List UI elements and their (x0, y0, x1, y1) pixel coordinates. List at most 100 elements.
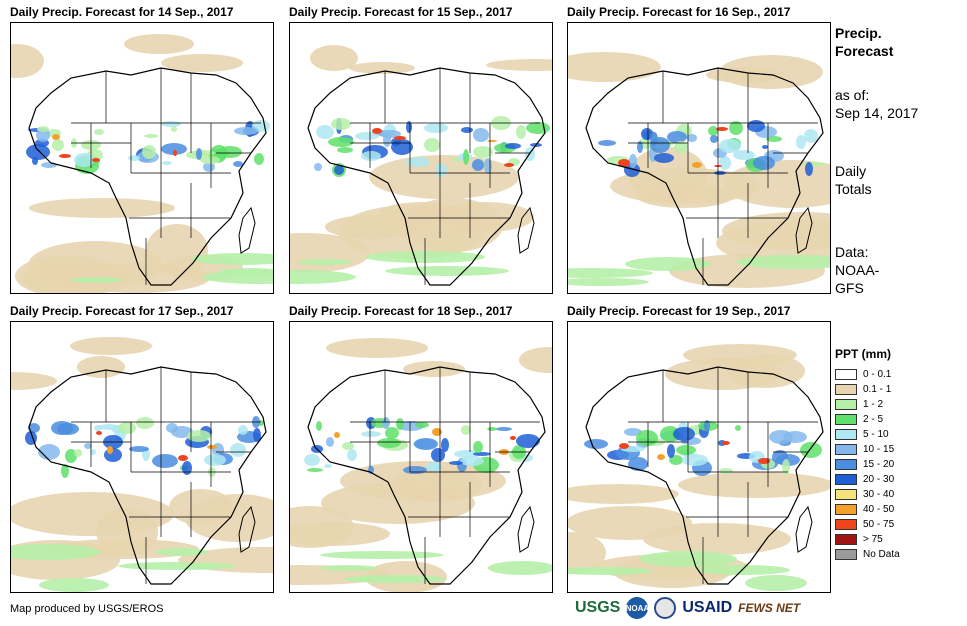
heavy-rain-cell (432, 428, 442, 436)
rain-cell (361, 151, 381, 161)
rain-cell (361, 431, 381, 437)
rain-cell (52, 139, 64, 151)
light-rain-area (683, 344, 797, 366)
legend-swatch (835, 474, 857, 485)
rain-cell (629, 154, 637, 168)
heavy-rain-cell (619, 443, 629, 449)
rain-cell (628, 457, 648, 471)
light-rain-area (161, 54, 243, 72)
data-line: Data: (835, 244, 869, 260)
legend-label: 15 - 20 (863, 459, 895, 470)
madagascar-outline (795, 505, 813, 553)
panel-title: Daily Precip. Forecast for 18 Sep., 2017 (289, 304, 513, 318)
rain-cell (674, 141, 688, 153)
rain-cell (424, 123, 448, 133)
rain-cell (203, 162, 215, 172)
totals-line: Totals (835, 181, 872, 197)
drizzle-band (290, 270, 356, 284)
drizzle-band (385, 266, 509, 276)
legend: PPT (mm) 0 - 0.1 0.1 - 1 1 - 2 2 - 5 5 - 10 1… (835, 347, 900, 562)
legend-item: 5 - 10 (835, 427, 900, 442)
drizzle-band (568, 278, 649, 286)
legend-item: 0.1 - 1 (835, 382, 900, 397)
rain-cell (753, 156, 775, 170)
rain-cell (200, 156, 220, 164)
light-rain-area (290, 522, 390, 546)
totals-block: Daily Totals (835, 162, 872, 198)
light-rain-area (349, 62, 415, 74)
rain-cell (782, 459, 790, 475)
light-rain-area (724, 160, 830, 208)
legend-swatch (835, 489, 857, 500)
light-rain-area (11, 372, 57, 390)
legend-label: 0 - 0.1 (863, 369, 892, 380)
rain-cell (142, 145, 156, 159)
rain-cell (316, 125, 334, 139)
rain-cell (316, 421, 322, 431)
rain-cell (32, 157, 38, 165)
rain-cell (161, 121, 181, 127)
heavy-rain-cell (692, 162, 702, 168)
rain-cell (433, 463, 441, 471)
rain-cell (129, 446, 149, 452)
heavy-rain-cell (657, 454, 665, 460)
light-rain-area (28, 241, 162, 289)
rain-cell (669, 455, 683, 465)
rain-cell (152, 454, 178, 468)
panel-title: Daily Precip. Forecast for 16 Sep., 2017 (567, 5, 791, 19)
rain-cell (641, 128, 653, 140)
drizzle-band (745, 575, 807, 591)
precip-map (289, 22, 553, 294)
light-rain-area (124, 34, 194, 54)
legend-swatch (835, 549, 857, 560)
rain-cell (516, 434, 540, 448)
light-rain-area (568, 52, 661, 82)
rain-cell (804, 129, 818, 143)
drizzle-band (156, 548, 208, 556)
rain-cell (328, 137, 354, 147)
legend-label: 0.1 - 1 (863, 384, 892, 395)
rain-cell (472, 159, 484, 171)
rain-cell (65, 449, 77, 463)
rain-cell (61, 464, 69, 478)
legend-swatch (835, 444, 857, 455)
map-credit: Map produced by USGS/EROS (10, 603, 164, 615)
heavy-rain-cell (758, 458, 770, 464)
light-rain-area (568, 484, 679, 504)
legend-item: 30 - 40 (835, 487, 900, 502)
rain-cell (682, 454, 708, 466)
rain-cell (710, 135, 718, 143)
rain-cell (505, 143, 521, 149)
heading-line: Precip. (835, 25, 882, 41)
legend-swatch (835, 519, 857, 530)
legend-swatch (835, 384, 857, 395)
map-canvas (290, 338, 552, 592)
rain-cell (84, 443, 92, 449)
heavy-rain-cell (92, 158, 100, 162)
rain-cell (441, 438, 449, 452)
madagascar-outline (517, 505, 535, 553)
rain-cell (451, 158, 461, 162)
precip-map (10, 22, 274, 294)
light-rain-area (185, 494, 273, 542)
light-rain-area (29, 198, 175, 218)
legend-label: 10 - 15 (863, 444, 895, 455)
rain-cell (238, 425, 248, 435)
legend-item: 50 - 75 (835, 517, 900, 532)
precip-map (567, 321, 831, 593)
madagascar-outline (238, 505, 256, 553)
drizzle-band (568, 268, 653, 278)
rain-cell (708, 126, 718, 136)
light-rain-area (403, 198, 503, 252)
legend-label: 30 - 40 (863, 489, 895, 500)
legend-label: > 75 (863, 534, 883, 545)
heavy-rain-cell (173, 150, 177, 156)
light-rain-area (11, 492, 174, 536)
drizzle-band (736, 255, 830, 269)
rain-cell (463, 149, 469, 165)
legend-item: > 75 (835, 532, 900, 547)
rain-cell (673, 427, 695, 441)
rain-cell (719, 468, 733, 474)
light-rain-area (310, 45, 358, 71)
as-of-label: as of: (835, 87, 870, 103)
